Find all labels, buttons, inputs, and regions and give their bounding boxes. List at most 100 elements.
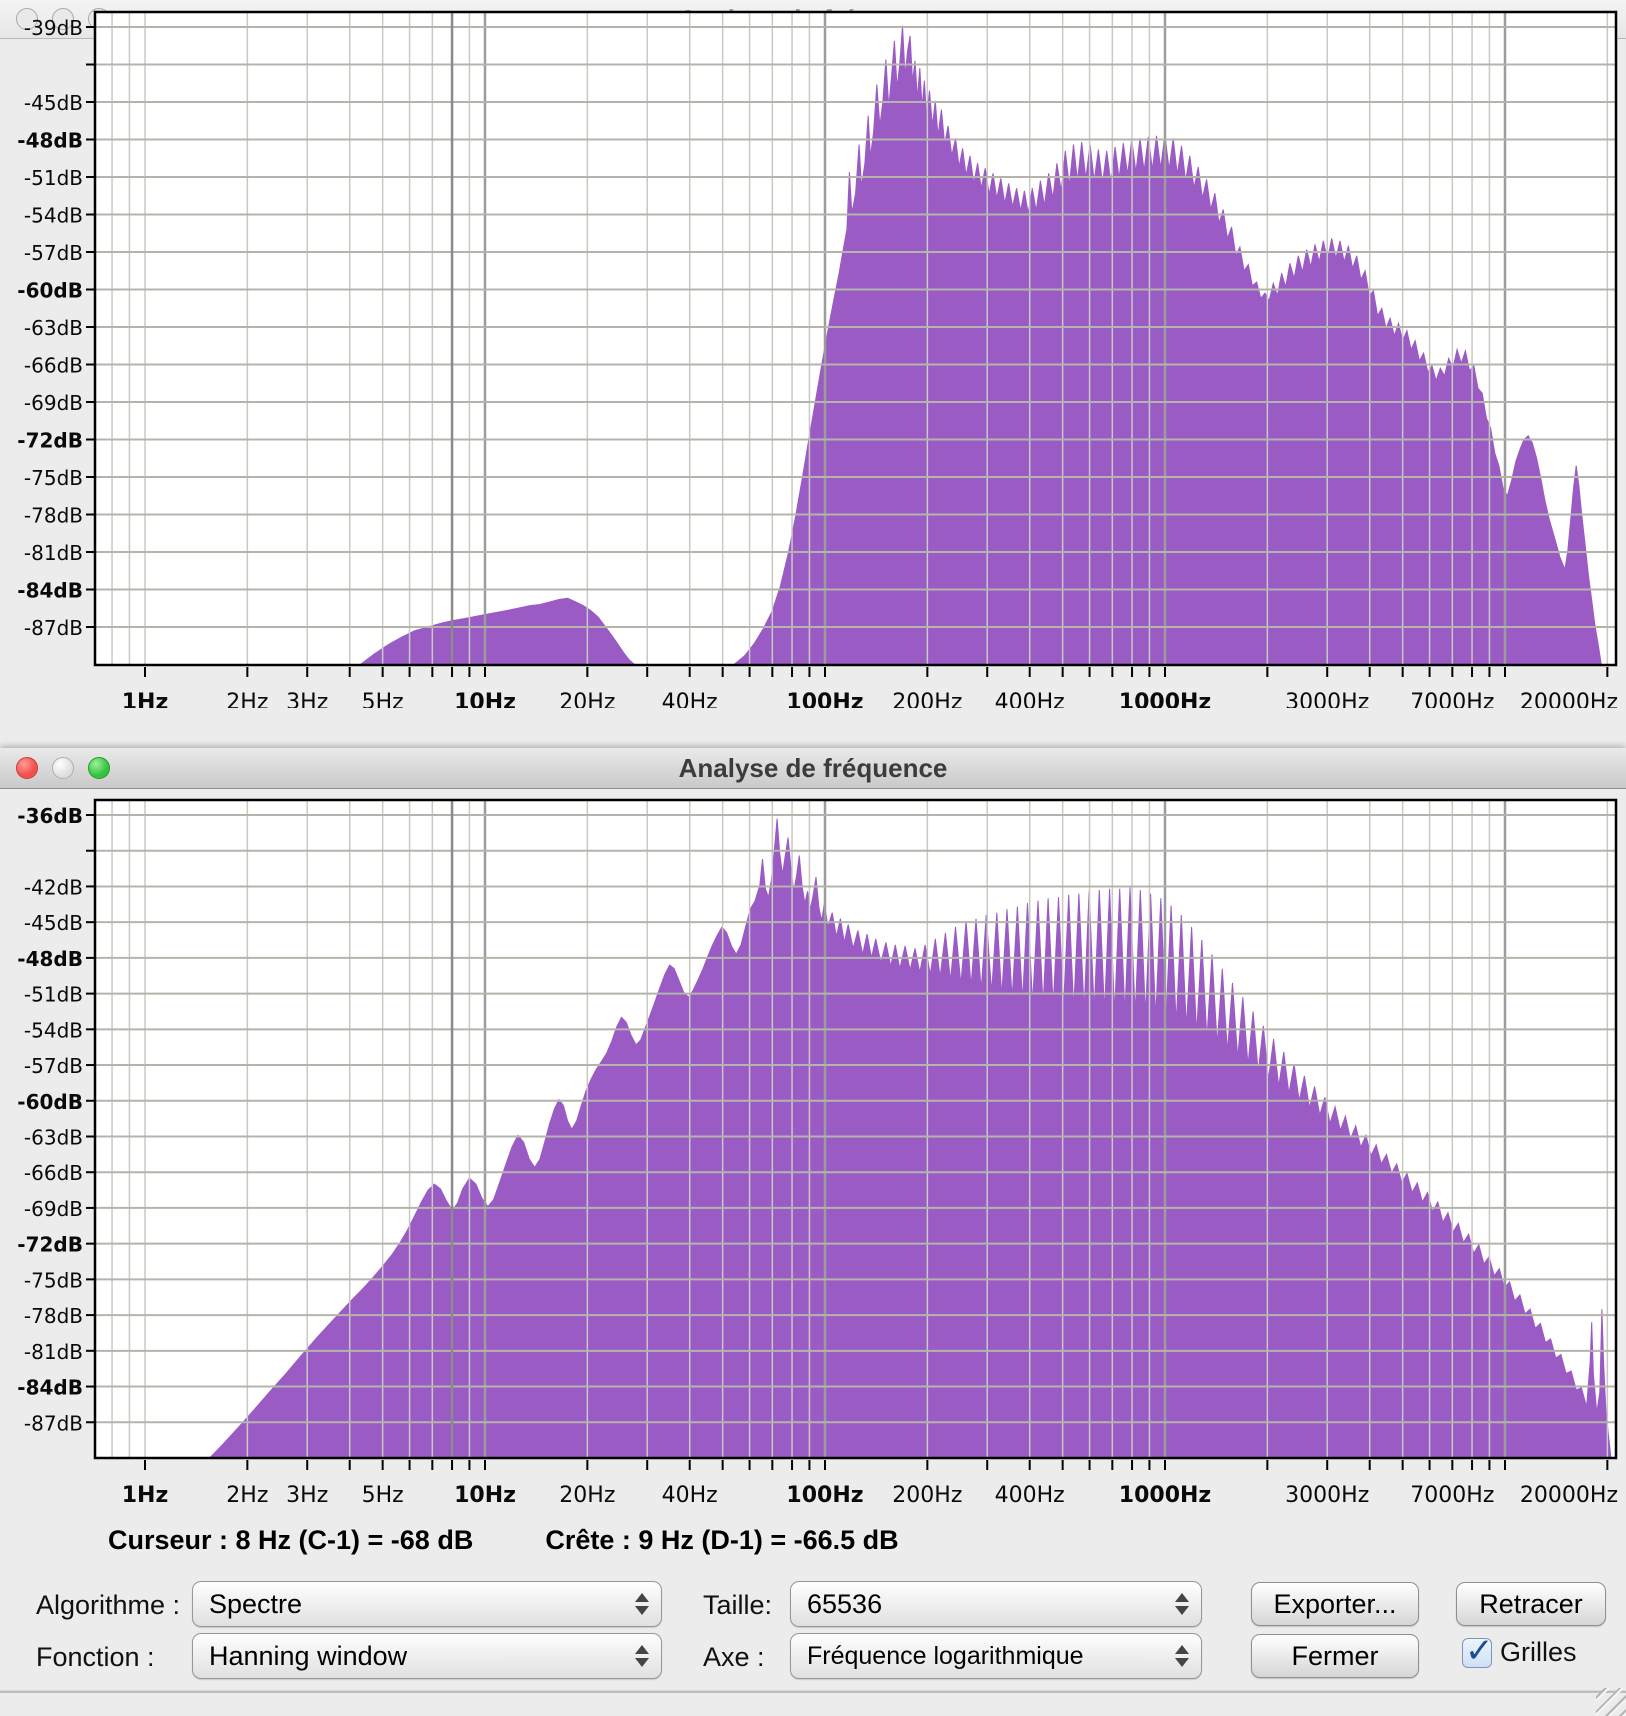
titlebar[interactable]: Analyse de fréquence: [0, 748, 1626, 789]
divider: [0, 1690, 1626, 1693]
close-window-button[interactable]: Fermer: [1251, 1634, 1419, 1678]
export-button[interactable]: Exporter...: [1251, 1582, 1419, 1626]
cursor-readout-row: Curseur : 8 Hz (C-1) = -68 dB Crête : 9 …: [108, 1525, 899, 1556]
cursor-readout: Curseur : 8 Hz (C-1) = -68 dB: [108, 1525, 474, 1555]
svg-text:3000Hz: 3000Hz: [1285, 690, 1369, 708]
function-value: Hanning window: [209, 1640, 408, 1671]
horizontal-gridlines: [95, 26, 1616, 628]
stepper-icon: [1175, 1634, 1189, 1678]
svg-text:5Hz: 5Hz: [362, 690, 404, 708]
size-select[interactable]: 65536: [790, 1581, 1202, 1627]
plot-border: [93, 10, 1618, 667]
redraw-button[interactable]: Retracer: [1456, 1582, 1606, 1626]
svg-text:-87dB: -87dB: [24, 1411, 83, 1435]
svg-text:-78dB: -78dB: [24, 504, 83, 528]
stepper-icon: [635, 1634, 649, 1678]
svg-text:-60dB: -60dB: [17, 1090, 83, 1114]
frequency-analysis-window-bottom: Analyse de fréquence 1Hz 2Hz 3Hz 5Hz 10Hz 20H…: [0, 748, 1626, 1716]
svg-text:20000Hz: 20000Hz: [1520, 690, 1618, 708]
zoom-button-icon[interactable]: [88, 757, 110, 779]
svg-text:1Hz: 1Hz: [122, 690, 169, 708]
algorithm-value: Spectre: [209, 1588, 303, 1619]
svg-text:200Hz: 200Hz: [892, 1483, 962, 1508]
svg-text:-57dB: -57dB: [24, 241, 83, 265]
svg-text:2Hz: 2Hz: [226, 1483, 268, 1508]
svg-text:3Hz: 3Hz: [286, 1483, 328, 1508]
svg-text:-69dB: -69dB: [24, 1197, 83, 1221]
svg-text:-54dB: -54dB: [24, 1018, 83, 1042]
stepper-icon: [1175, 1582, 1189, 1626]
svg-text:-84dB: -84dB: [17, 579, 83, 603]
size-label: Taille:: [703, 1590, 773, 1620]
axis-label: Axe :: [703, 1642, 765, 1672]
axis-value: Fréquence logarithmique: [807, 1641, 1084, 1670]
svg-text:-51dB: -51dB: [24, 166, 83, 190]
svg-text:400Hz: 400Hz: [995, 1483, 1065, 1508]
function-label: Fonction :: [36, 1642, 155, 1672]
svg-text:20Hz: 20Hz: [559, 690, 615, 708]
svg-text:-39dB: -39dB: [24, 16, 83, 40]
svg-text:-54dB: -54dB: [24, 204, 83, 228]
svg-text:-84dB: -84dB: [17, 1376, 83, 1400]
grids-checkline: ✓ Grilles: [1462, 1632, 1577, 1670]
svg-text:-45dB: -45dB: [24, 91, 83, 115]
svg-text:3Hz: 3Hz: [286, 690, 328, 708]
size-value: 65536: [807, 1588, 883, 1619]
svg-text:3000Hz: 3000Hz: [1285, 1483, 1369, 1508]
svg-text:-60dB: -60dB: [17, 279, 83, 303]
svg-text:40Hz: 40Hz: [662, 1483, 718, 1508]
frequency-analysis-window-top: Analyse de fréquence 1Hz2Hz3Hz5Hz10Hz20H…: [0, 0, 1626, 749]
svg-text:2Hz: 2Hz: [226, 690, 268, 708]
spectrum-chart-bottom[interactable]: 1Hz 2Hz 3Hz 5Hz 10Hz 20Hz 40Hz 100Hz 200Hz 400Hz 1…: [0, 788, 1626, 1516]
axis-select[interactable]: Fréquence logarithmique: [790, 1633, 1202, 1679]
svg-text:100Hz: 100Hz: [786, 1483, 863, 1508]
x-axis-ticks: [144, 667, 1609, 677]
svg-text:-36dB: -36dB: [17, 804, 83, 828]
svg-text:-63dB: -63dB: [24, 1125, 83, 1149]
minimize-button-icon[interactable]: [52, 8, 74, 30]
svg-text:-72dB: -72dB: [17, 1233, 83, 1257]
svg-text:40Hz: 40Hz: [662, 690, 718, 708]
svg-text:200Hz: 200Hz: [892, 690, 962, 708]
svg-text:-75dB: -75dB: [24, 466, 83, 490]
svg-text:7000Hz: 7000Hz: [1410, 690, 1494, 708]
svg-text:-42dB: -42dB: [24, 875, 83, 899]
svg-text:10Hz: 10Hz: [454, 690, 516, 708]
svg-text:-69dB: -69dB: [24, 391, 83, 415]
svg-text:7000Hz: 7000Hz: [1410, 1483, 1494, 1508]
svg-text:-51dB: -51dB: [24, 983, 83, 1007]
spectrum-chart-top[interactable]: 1Hz 2Hz 3Hz 5Hz 10Hz 20Hz 40Hz 100Hz 200Hz 400Hz 1…: [0, 0, 1626, 708]
svg-text:-81dB: -81dB: [24, 1340, 83, 1364]
close-button-icon[interactable]: [16, 757, 38, 779]
svg-text:5Hz: 5Hz: [362, 1483, 404, 1508]
spectrum-fill: [208, 818, 1612, 1459]
close-button-icon[interactable]: [16, 8, 38, 30]
algorithm-label: Algorithme :: [36, 1590, 181, 1620]
x-axis-labels: 1Hz 2Hz 3Hz 5Hz 10Hz 20Hz 40Hz 100Hz 200Hz 400Hz 1…: [122, 1483, 1618, 1508]
peak-readout: Crête : 9 Hz (D-1) = -66.5 dB: [545, 1525, 899, 1555]
plot-border: [93, 798, 1618, 1460]
svg-text:-57dB: -57dB: [24, 1054, 83, 1078]
svg-text:100Hz: 100Hz: [786, 690, 863, 708]
horizontal-gridlines: [95, 814, 1616, 1424]
svg-text:-48dB: -48dB: [17, 947, 83, 971]
vertical-gridlines: [111, 12, 1609, 665]
svg-text:-45dB: -45dB: [24, 911, 83, 935]
svg-text:-78dB: -78dB: [24, 1304, 83, 1328]
function-select[interactable]: Hanning window: [192, 1633, 662, 1679]
grids-checkbox[interactable]: ✓: [1462, 1632, 1494, 1670]
svg-text:1000Hz: 1000Hz: [1119, 1483, 1211, 1508]
svg-text:1Hz: 1Hz: [122, 1483, 169, 1508]
svg-text:-81dB: -81dB: [24, 541, 83, 565]
svg-text:-48dB: -48dB: [17, 129, 83, 153]
resize-grip-icon[interactable]: [1596, 1688, 1626, 1716]
svg-text:-63dB: -63dB: [24, 316, 83, 340]
algorithm-select[interactable]: Spectre: [192, 1581, 662, 1627]
window-title: Analyse de fréquence: [678, 753, 948, 783]
svg-text:400Hz: 400Hz: [995, 690, 1065, 708]
svg-text:-87dB: -87dB: [24, 616, 83, 640]
svg-text:1000Hz: 1000Hz: [1119, 690, 1211, 708]
minimize-button-icon[interactable]: [52, 757, 74, 779]
y-axis-labels: -39dB -45dB -48dB -51dB -54dB -57dB -60dB -63dB…: [17, 16, 95, 640]
svg-text:20Hz: 20Hz: [559, 1483, 615, 1508]
